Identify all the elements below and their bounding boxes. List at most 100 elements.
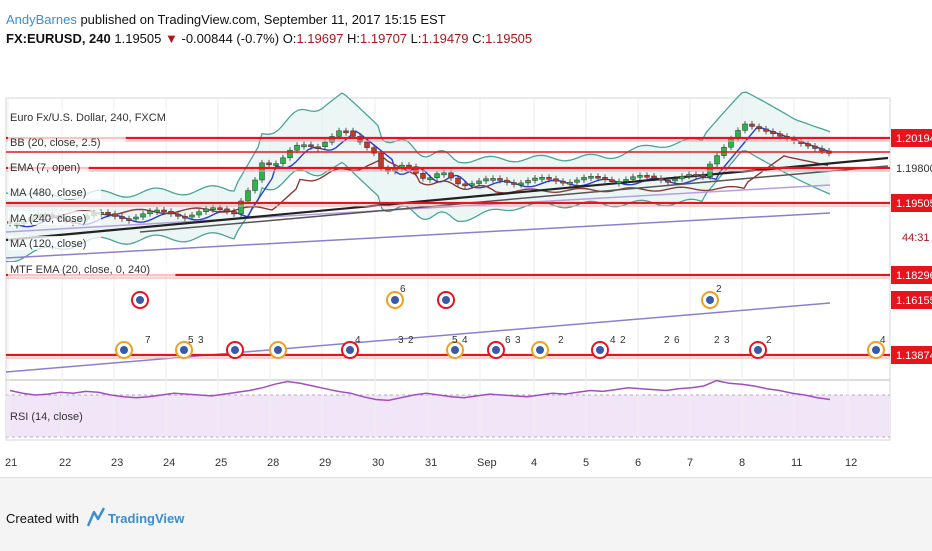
candle	[483, 178, 489, 182]
x-tick-label: 12	[845, 457, 857, 469]
candle	[161, 209, 167, 213]
candle	[651, 175, 657, 179]
candle	[511, 182, 517, 185]
y-axis: 1.20194 1.19800 1.19505 1.18296 1.16155 1.138…	[891, 129, 932, 364]
x-axis: 21 22 23 24 25 28 29 30 31 Sep 4 5 6 7 8 11 12	[5, 457, 857, 469]
candle	[812, 145, 818, 149]
candle	[336, 130, 342, 137]
candle	[749, 123, 755, 127]
candle	[441, 172, 447, 176]
legend-item: MA (120, close)	[10, 238, 86, 250]
candle	[560, 180, 566, 184]
down-arrow-icon: ▼	[165, 31, 178, 46]
candle	[798, 140, 804, 144]
event-marker-core	[231, 346, 239, 354]
high-label: H:	[347, 31, 361, 46]
candle	[154, 209, 160, 213]
x-tick-label: 31	[425, 457, 437, 469]
candle	[350, 130, 356, 137]
symbol-quote: FX:EURUSD, 240 1.19505 ▼ -0.00844 (-0.7%…	[6, 31, 532, 46]
candle	[147, 210, 153, 215]
event-marker-core	[706, 296, 714, 304]
x-tick-label: 25	[215, 457, 227, 469]
candle	[497, 178, 503, 181]
candle	[329, 136, 335, 143]
candle	[581, 177, 587, 181]
y-axis-label: 1.19800	[896, 163, 932, 175]
ma-purple-line-2	[5, 302, 831, 373]
candle	[805, 143, 811, 147]
y-label-bg	[891, 291, 932, 309]
event-marker-count: 2	[620, 335, 626, 346]
event-marker-count: 2	[766, 335, 772, 346]
candle	[602, 177, 608, 180]
candle	[427, 177, 433, 181]
candle	[742, 123, 748, 131]
y-axis-label: 1.19505	[896, 198, 932, 210]
x-tick-label: 7	[687, 457, 693, 469]
candle	[595, 176, 601, 179]
legend-item: Euro Fx/U.S. Dollar, 240, FXCM	[10, 112, 166, 124]
event-marker-core	[451, 346, 459, 354]
created-with-text: Created with	[6, 511, 79, 526]
candle	[224, 208, 230, 212]
countdown-label: 44:31	[902, 232, 930, 244]
candle	[518, 182, 524, 186]
candle	[539, 177, 545, 180]
candle	[616, 181, 622, 184]
tradingview-brand-link[interactable]: TradingView	[108, 511, 185, 526]
close-label: C:	[472, 31, 486, 46]
rsi-label: RSI (14, close)	[10, 411, 83, 423]
candle	[728, 138, 734, 148]
event-marker-core	[872, 346, 880, 354]
event-marker-count: 5	[452, 335, 458, 346]
x-tick-label: 8	[739, 457, 745, 469]
candle	[168, 211, 174, 215]
candle	[448, 172, 454, 179]
candle	[644, 175, 650, 178]
candle	[532, 177, 538, 181]
published-text: published on TradingView.com, September …	[80, 12, 446, 27]
candle	[252, 179, 258, 191]
rsi-band	[6, 395, 890, 437]
candle	[455, 177, 461, 185]
event-marker-count: 5	[188, 335, 194, 346]
candle	[630, 176, 636, 180]
legend-bg	[8, 211, 101, 225]
candle	[476, 180, 482, 184]
low-value: 1.19479	[421, 31, 469, 46]
event-marker-core	[442, 296, 450, 304]
candle	[112, 213, 118, 217]
legend-bg	[8, 110, 194, 124]
legend-bg	[8, 185, 101, 199]
candle	[245, 190, 251, 202]
candle	[315, 146, 321, 150]
open-value: 1.19697	[296, 31, 344, 46]
x-tick-label: 5	[583, 457, 589, 469]
close-value: 1.19505	[485, 31, 533, 46]
legend-bg	[8, 236, 101, 250]
candle	[287, 149, 293, 159]
mtf-ema-line	[5, 184, 831, 233]
candle	[238, 200, 244, 215]
x-tick-label: 4	[531, 457, 537, 469]
candle	[182, 216, 188, 219]
candle	[189, 214, 195, 218]
candle	[273, 163, 279, 166]
candle	[637, 175, 643, 178]
tradingview-logo-icon[interactable]	[86, 506, 106, 528]
event-marker-core	[274, 346, 282, 354]
candle	[672, 178, 678, 182]
event-marker-count: 3	[515, 335, 521, 346]
x-tick-label: 30	[372, 457, 384, 469]
candle	[301, 144, 307, 148]
event-marker-count: 6	[400, 284, 406, 295]
event-marker-count: 3	[398, 335, 404, 346]
event-marker-core	[536, 346, 544, 354]
candle	[763, 128, 769, 132]
event-marker-core	[136, 296, 144, 304]
candle	[504, 179, 510, 183]
author-link[interactable]: AndyBarnes	[6, 12, 77, 27]
